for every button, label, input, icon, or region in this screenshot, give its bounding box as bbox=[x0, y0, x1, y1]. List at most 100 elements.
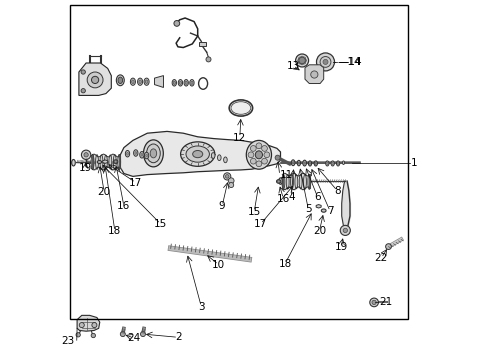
Polygon shape bbox=[102, 160, 107, 163]
Ellipse shape bbox=[133, 150, 138, 156]
Text: 24: 24 bbox=[127, 333, 141, 343]
Ellipse shape bbox=[190, 81, 193, 85]
Circle shape bbox=[343, 228, 347, 233]
Circle shape bbox=[87, 72, 103, 88]
Circle shape bbox=[174, 21, 179, 26]
Ellipse shape bbox=[95, 155, 98, 169]
Circle shape bbox=[114, 160, 117, 163]
Ellipse shape bbox=[331, 162, 333, 165]
Ellipse shape bbox=[118, 154, 121, 170]
Circle shape bbox=[298, 57, 301, 60]
Text: 7: 7 bbox=[326, 206, 333, 216]
Ellipse shape bbox=[321, 209, 325, 212]
Ellipse shape bbox=[298, 162, 299, 164]
Ellipse shape bbox=[137, 78, 142, 85]
Ellipse shape bbox=[246, 140, 271, 169]
Circle shape bbox=[302, 61, 305, 64]
Circle shape bbox=[264, 152, 269, 158]
Polygon shape bbox=[79, 63, 111, 95]
Ellipse shape bbox=[183, 80, 188, 86]
Ellipse shape bbox=[91, 154, 94, 170]
Circle shape bbox=[81, 70, 85, 74]
Ellipse shape bbox=[178, 80, 182, 86]
Text: 23: 23 bbox=[61, 336, 75, 346]
Circle shape bbox=[310, 71, 317, 78]
Ellipse shape bbox=[140, 152, 144, 158]
Text: 15: 15 bbox=[247, 207, 260, 217]
Text: 5: 5 bbox=[305, 204, 311, 214]
Text: 10: 10 bbox=[212, 260, 224, 270]
Circle shape bbox=[295, 54, 308, 67]
Text: 18: 18 bbox=[108, 226, 122, 236]
Circle shape bbox=[298, 57, 305, 64]
Circle shape bbox=[205, 57, 211, 62]
Circle shape bbox=[91, 76, 99, 84]
Circle shape bbox=[322, 59, 327, 64]
Circle shape bbox=[369, 298, 378, 307]
Ellipse shape bbox=[145, 80, 147, 84]
Circle shape bbox=[261, 158, 267, 164]
Ellipse shape bbox=[326, 162, 327, 165]
Ellipse shape bbox=[342, 161, 344, 165]
Text: 15: 15 bbox=[154, 219, 167, 229]
Text: 11: 11 bbox=[279, 170, 292, 180]
Ellipse shape bbox=[179, 81, 181, 85]
Polygon shape bbox=[316, 204, 321, 208]
Ellipse shape bbox=[172, 80, 176, 86]
Ellipse shape bbox=[309, 162, 310, 165]
Ellipse shape bbox=[118, 77, 122, 84]
Ellipse shape bbox=[282, 174, 284, 189]
Circle shape bbox=[228, 178, 234, 184]
Ellipse shape bbox=[135, 152, 137, 154]
Text: 20: 20 bbox=[97, 186, 110, 197]
Text: 9: 9 bbox=[219, 201, 225, 211]
Ellipse shape bbox=[130, 78, 135, 85]
Circle shape bbox=[228, 183, 233, 188]
Ellipse shape bbox=[189, 80, 194, 86]
Ellipse shape bbox=[299, 175, 302, 189]
Circle shape bbox=[340, 225, 349, 235]
Text: 13: 13 bbox=[286, 60, 299, 71]
Text: 6: 6 bbox=[314, 192, 320, 202]
Ellipse shape bbox=[230, 102, 250, 114]
Circle shape bbox=[320, 57, 330, 67]
Text: 8: 8 bbox=[333, 186, 340, 196]
Text: 12: 12 bbox=[233, 132, 246, 143]
Circle shape bbox=[371, 300, 375, 305]
Circle shape bbox=[225, 175, 228, 178]
Circle shape bbox=[76, 333, 80, 337]
Ellipse shape bbox=[276, 180, 280, 183]
Ellipse shape bbox=[325, 161, 328, 166]
Text: 2: 2 bbox=[175, 332, 181, 342]
Ellipse shape bbox=[116, 75, 124, 86]
Circle shape bbox=[250, 145, 256, 151]
Bar bbox=[199, 42, 205, 46]
Circle shape bbox=[261, 145, 267, 151]
Text: 16: 16 bbox=[117, 201, 130, 211]
Text: 16: 16 bbox=[276, 194, 289, 204]
Ellipse shape bbox=[144, 152, 148, 159]
Ellipse shape bbox=[72, 159, 75, 166]
Ellipse shape bbox=[173, 81, 175, 85]
Text: 22: 22 bbox=[374, 253, 387, 263]
Text: 4: 4 bbox=[287, 192, 294, 202]
Ellipse shape bbox=[185, 146, 209, 162]
Circle shape bbox=[275, 155, 280, 160]
Ellipse shape bbox=[113, 160, 118, 163]
Ellipse shape bbox=[294, 175, 297, 189]
Circle shape bbox=[277, 180, 280, 183]
Circle shape bbox=[247, 152, 253, 158]
Circle shape bbox=[302, 57, 305, 60]
Ellipse shape bbox=[150, 149, 156, 158]
Ellipse shape bbox=[109, 155, 112, 169]
Ellipse shape bbox=[303, 175, 306, 189]
Ellipse shape bbox=[145, 154, 147, 157]
Ellipse shape bbox=[278, 178, 282, 184]
Circle shape bbox=[140, 332, 145, 337]
Circle shape bbox=[79, 323, 84, 328]
Text: 1: 1 bbox=[410, 158, 417, 168]
Ellipse shape bbox=[290, 175, 293, 189]
Ellipse shape bbox=[125, 150, 129, 157]
Text: —14: —14 bbox=[337, 57, 360, 67]
Ellipse shape bbox=[303, 162, 305, 164]
